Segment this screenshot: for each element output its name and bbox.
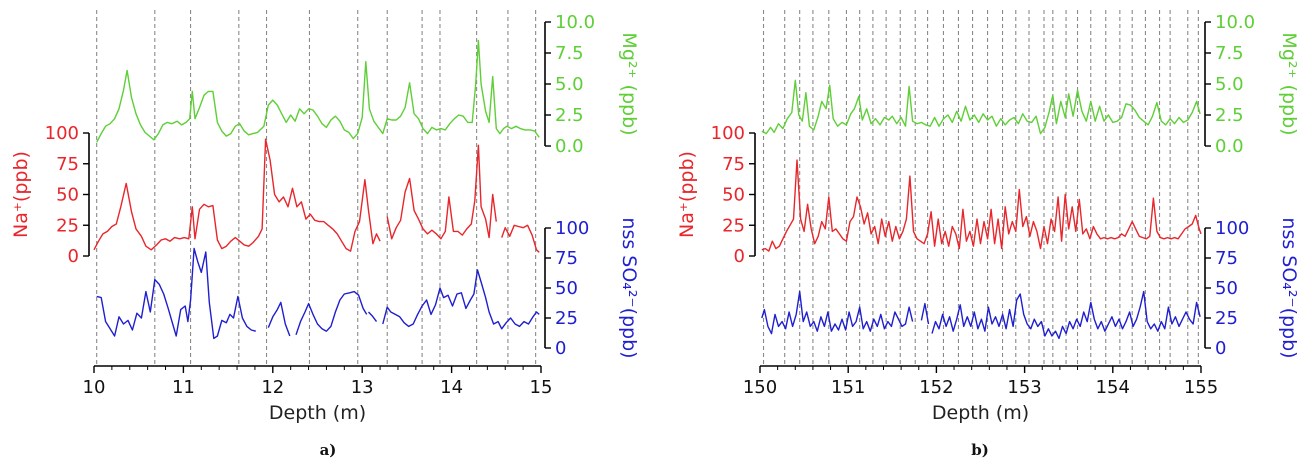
so4-y-tick-label-2: 50 bbox=[1215, 278, 1238, 299]
na-series-line-1 bbox=[387, 145, 496, 239]
chart-panel-b: 0.0 2.5 5.0 7.5 10.0 Mg²⁺ (ppb) 0 25 50 75 100 Na⁺(… bbox=[652, 0, 1306, 464]
so4-series-line-0 bbox=[97, 248, 256, 338]
mg-series-line-0 bbox=[97, 41, 540, 143]
x-tick-label-3: 13 bbox=[351, 377, 374, 398]
series-lines bbox=[762, 80, 1201, 338]
mg-axis-title: Mg²⁺ (ppb) bbox=[618, 32, 640, 135]
event-lines bbox=[764, 10, 1199, 366]
so4-y-tick-label-3: 75 bbox=[555, 248, 578, 269]
na-series-line-2 bbox=[502, 225, 540, 252]
na-y-tick-label-2: 50 bbox=[722, 185, 745, 206]
so4-y-tick-label-1: 25 bbox=[1215, 308, 1238, 329]
so4-y-tick-label-4: 100 bbox=[555, 218, 589, 239]
na-axis-title: Na⁺(ppb) bbox=[10, 151, 32, 238]
so4-axis-title: nss SO₄²⁻(ppb) bbox=[1278, 217, 1300, 358]
mg-y-tick-label-0: 0.0 bbox=[1215, 136, 1244, 157]
x-tick-label-1: 11 bbox=[172, 377, 195, 398]
mg-y-tick-label-2: 5.0 bbox=[555, 74, 584, 95]
so4-series-line-4 bbox=[383, 270, 539, 329]
so4-y-tick-label-0: 0 bbox=[1215, 338, 1226, 359]
na-series-line-0 bbox=[94, 139, 380, 251]
x-tick-label-4: 154 bbox=[1096, 377, 1130, 398]
mg-y-tick-label-4: 10.0 bbox=[1215, 12, 1255, 33]
mg-y-tick-label-3: 7.5 bbox=[1215, 43, 1244, 64]
so4-y-tick-label-2: 50 bbox=[555, 278, 578, 299]
mg-y-tick-label-1: 2.5 bbox=[555, 105, 584, 126]
na-y-tick-label-4: 100 bbox=[45, 123, 79, 144]
na-y-tick-label-3: 75 bbox=[56, 154, 79, 175]
x-tick-label-5: 155 bbox=[1184, 377, 1218, 398]
x-tick-label-4: 14 bbox=[440, 377, 463, 398]
so4-y-tick-label-1: 25 bbox=[555, 308, 578, 329]
x-tick-label-1: 151 bbox=[831, 377, 865, 398]
series-lines bbox=[94, 41, 539, 339]
na-axis-title: Na⁺(ppb) bbox=[676, 151, 698, 238]
na-y-tick-label-2: 50 bbox=[56, 185, 79, 206]
mg-y-tick-label-3: 7.5 bbox=[555, 43, 584, 64]
mg-y-tick-label-0: 0.0 bbox=[555, 136, 584, 157]
so4-series-line-3 bbox=[369, 312, 377, 322]
x-axis-title: Depth (m) bbox=[269, 402, 366, 424]
na-series-line-0 bbox=[762, 160, 1201, 251]
mg-series-line-0 bbox=[762, 80, 1200, 133]
mg-axis-title: Mg²⁺ (ppb) bbox=[1278, 32, 1300, 135]
na-y-tick-label-1: 25 bbox=[722, 215, 745, 236]
x-tick-label-2: 152 bbox=[919, 377, 953, 398]
na-y-tick-label-4: 100 bbox=[711, 123, 745, 144]
mg-y-tick-label-4: 10.0 bbox=[555, 12, 595, 33]
so4-series-line-1 bbox=[268, 302, 290, 336]
event-lines bbox=[97, 10, 536, 366]
so4-y-tick-label-0: 0 bbox=[555, 338, 566, 359]
panel-label: a) bbox=[320, 441, 337, 459]
na-y-tick-label-3: 75 bbox=[722, 154, 745, 175]
so4-y-tick-label-4: 100 bbox=[1215, 218, 1249, 239]
mg-y-tick-label-2: 5.0 bbox=[1215, 74, 1244, 95]
x-tick-label-0: 150 bbox=[743, 377, 777, 398]
na-y-tick-label-1: 25 bbox=[56, 215, 79, 236]
so4-y-tick-label-3: 75 bbox=[1215, 248, 1238, 269]
x-axis-title: Depth (m) bbox=[932, 402, 1029, 424]
panel-label: b) bbox=[971, 441, 989, 459]
x-tick-label-0: 10 bbox=[83, 377, 106, 398]
na-y-tick-label-0: 0 bbox=[68, 246, 79, 267]
x-tick-label-3: 153 bbox=[1007, 377, 1041, 398]
x-tick-label-2: 12 bbox=[261, 377, 284, 398]
x-tick-label-5: 15 bbox=[530, 377, 553, 398]
so4-series-line-2 bbox=[296, 292, 367, 335]
so4-axis-title: nss SO₄²⁻(ppb) bbox=[618, 217, 640, 358]
na-y-tick-label-0: 0 bbox=[734, 246, 745, 267]
mg-y-tick-label-1: 2.5 bbox=[1215, 105, 1244, 126]
